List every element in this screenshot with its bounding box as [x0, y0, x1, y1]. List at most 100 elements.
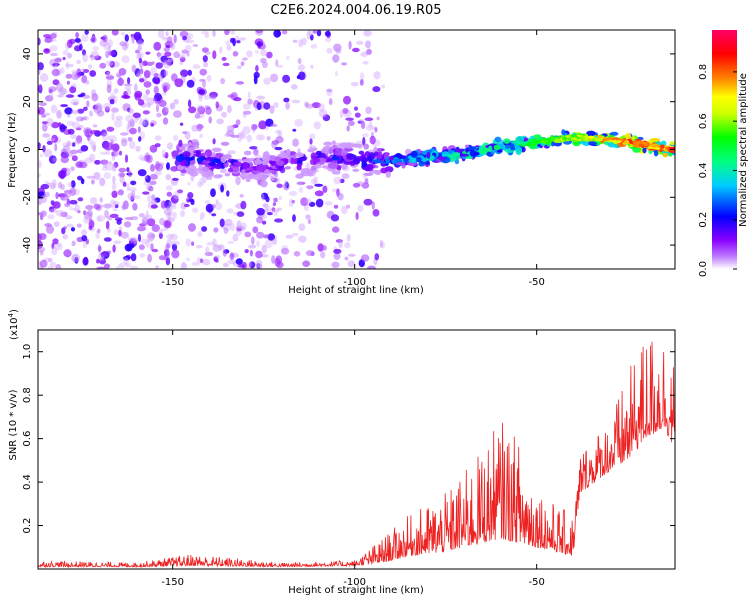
heatmap-cell: [162, 59, 172, 69]
heatmap-cell: [85, 80, 90, 85]
heatmap-cell: [163, 47, 170, 52]
heatmap-cell: [223, 262, 229, 268]
heatmap-cell: [166, 36, 173, 45]
snr-ticks: -150 -100 -50 0.2 0.4 0.6 0.8 1.0: [22, 330, 675, 588]
heatmap-cell: [254, 50, 259, 54]
heatmap-cell: [300, 197, 309, 207]
heatmap-cell: [211, 152, 216, 157]
heatmap-cell: [179, 30, 189, 38]
heatmap-cell: [135, 73, 140, 78]
heatmap-cell: [54, 243, 63, 251]
heatmap-cell: [363, 172, 374, 176]
heatmap-cell: [151, 248, 159, 253]
heatmap-cell: [105, 60, 114, 67]
heatmap-cell: [199, 217, 203, 221]
heatmap-cell: [64, 193, 72, 198]
heatmap-cell: [162, 36, 169, 41]
heatmap-cell: [579, 136, 586, 141]
heatmap-cell: [154, 135, 162, 141]
heatmap-cell: [164, 220, 170, 227]
heatmap-cell: [188, 106, 197, 114]
heatmap-cell: [57, 94, 64, 98]
heatmap-ytick-label: 40: [22, 48, 33, 61]
heatmap-cell: [371, 201, 375, 210]
heatmap-cell: [72, 207, 79, 211]
heatmap-cell: [89, 70, 97, 77]
heatmap-cell: [227, 94, 235, 98]
heatmap-cell: [70, 99, 80, 106]
heatmap-cell: [331, 261, 340, 268]
heatmap-cell: [76, 68, 82, 77]
heatmap-cell: [235, 258, 243, 265]
heatmap-cell: [186, 79, 195, 88]
heatmap-cell: [40, 210, 47, 217]
heatmap-cell: [271, 141, 278, 149]
heatmap-cell: [385, 171, 391, 178]
heatmap-cell: [638, 143, 645, 147]
heatmap-cell: [92, 124, 98, 128]
heatmap-cell: [114, 203, 119, 209]
heatmap-cell: [236, 65, 242, 70]
heatmap-cell: [166, 162, 170, 171]
heatmap-cell: [181, 169, 187, 174]
heatmap-cell: [127, 120, 132, 129]
heatmap-cell: [642, 146, 647, 154]
heatmap-cell: [240, 61, 245, 66]
heatmap-cell: [111, 112, 115, 121]
heatmap-cell: [222, 62, 230, 67]
heatmap-cell: [153, 97, 157, 102]
heatmap-cell: [331, 156, 340, 161]
heatmap-cell: [365, 40, 371, 49]
heatmap-cell: [113, 118, 123, 128]
heatmap-cell: [42, 133, 51, 138]
heatmap-cell: [67, 128, 75, 135]
heatmap-cell: [99, 177, 106, 187]
heatmap-cell: [105, 75, 115, 80]
heatmap-cell: [161, 149, 166, 158]
heatmap-cell: [256, 207, 265, 216]
heatmap-cell: [56, 109, 62, 118]
heatmap-cell: [112, 200, 120, 206]
heatmap-cell: [230, 134, 239, 138]
heatmap-cell: [71, 240, 76, 247]
heatmap-cell: [357, 120, 363, 124]
heatmap-cell: [116, 219, 122, 225]
heatmap-cell: [168, 204, 177, 210]
heatmap-cell: [199, 133, 204, 139]
heatmap-cell: [46, 140, 53, 145]
heatmap-cell: [88, 138, 93, 145]
heatmap-cell: [238, 133, 247, 140]
heatmap-cell: [263, 207, 269, 213]
heatmap-cell: [345, 117, 354, 121]
heatmap-cell: [198, 94, 203, 102]
heatmap-cell: [208, 116, 212, 124]
heatmap-cell: [290, 157, 295, 165]
heatmap-cell: [308, 145, 313, 150]
heatmap-cell: [151, 199, 158, 205]
heatmap-cell: [219, 218, 225, 228]
heatmap-cell: [192, 64, 201, 70]
heatmap-cell: [127, 236, 137, 242]
heatmap-cell: [115, 72, 122, 78]
heatmap-cell: [150, 204, 158, 209]
heatmap-cell: [236, 220, 242, 230]
heatmap-cell: [272, 238, 277, 245]
heatmap-cell: [213, 174, 223, 179]
heatmap-cell: [193, 145, 200, 149]
heatmap-cell: [78, 43, 83, 51]
heatmap-cell: [255, 65, 259, 72]
heatmap-cell: [288, 191, 298, 196]
heatmap-cell: [201, 166, 209, 172]
heatmap-cell: [354, 106, 358, 111]
heatmap-cell: [38, 173, 41, 178]
heatmap-cell: [66, 140, 71, 147]
heatmap-cell: [219, 168, 227, 174]
heatmap-cell: [374, 253, 380, 261]
heatmap-cell: [298, 71, 306, 81]
heatmap-cell: [147, 253, 153, 263]
heatmap-cell: [124, 86, 131, 90]
heatmap-cell: [632, 146, 642, 153]
heatmap-cell: [71, 75, 78, 80]
heatmap-cell: [181, 261, 186, 269]
